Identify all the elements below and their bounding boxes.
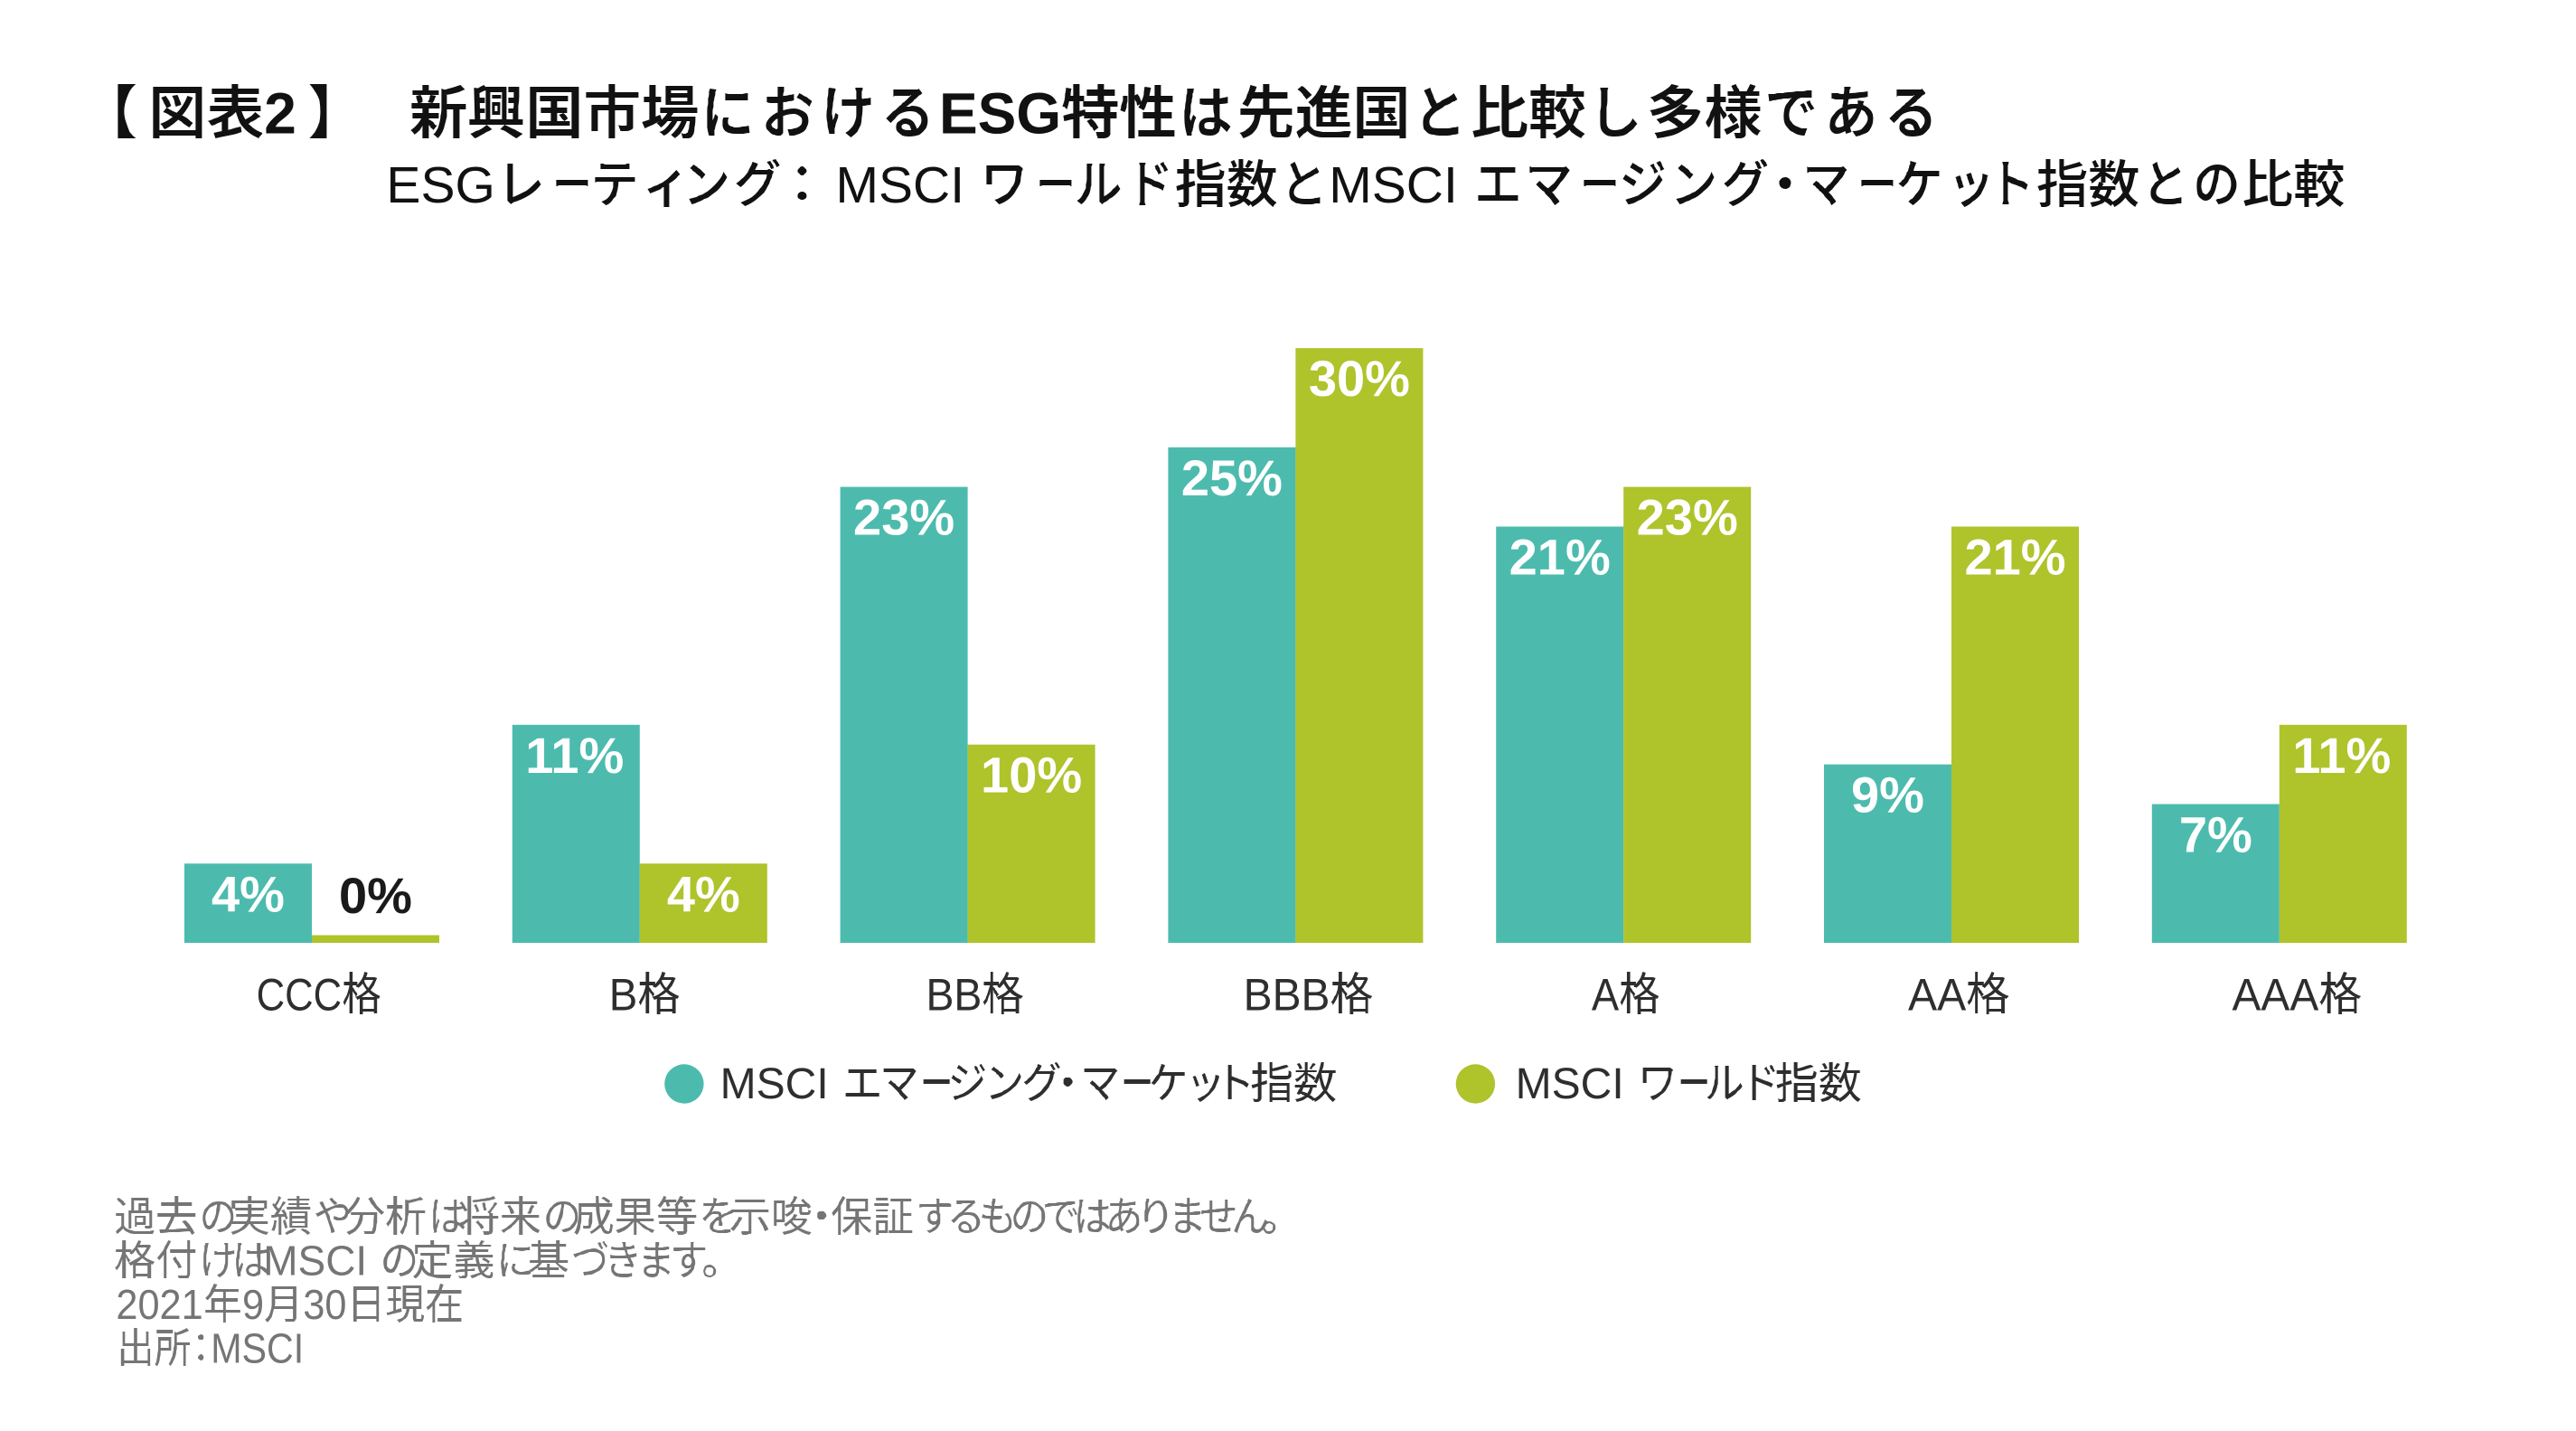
svg-text:4%: 4%	[667, 865, 740, 922]
svg-text:30: 30	[303, 1283, 346, 1328]
svg-text:21%: 21%	[1509, 529, 1611, 586]
svg-text:23%: 23%	[853, 489, 954, 546]
svg-text:30%: 30%	[1309, 350, 1410, 407]
svg-text:MSCI: MSCI	[822, 156, 979, 214]
svg-text:11%: 11%	[2292, 727, 2391, 784]
svg-text:BBB: BBB	[1244, 971, 1330, 1021]
svg-text:ESG: ESG	[939, 81, 1061, 146]
svg-text:2: 2	[264, 81, 296, 146]
svg-text:2021: 2021	[116, 1283, 202, 1328]
svg-text:MSCI: MSCI	[263, 1238, 379, 1285]
svg-text:A: A	[1592, 971, 1619, 1021]
svg-text:0%: 0%	[339, 867, 412, 924]
svg-text:AA: AA	[1908, 971, 1966, 1021]
svg-text:CCC: CCC	[257, 970, 342, 1020]
svg-text:7%: 7%	[2179, 806, 2252, 863]
svg-text:ESG: ESG	[386, 156, 494, 214]
svg-text:11%: 11%	[525, 727, 624, 784]
svg-text:9%: 9%	[1851, 767, 1924, 824]
svg-text:21%: 21%	[1964, 529, 2065, 586]
svg-text:AAA: AAA	[2233, 971, 2319, 1021]
svg-text:4%: 4%	[212, 865, 285, 922]
svg-text:MSCI: MSCI	[1329, 156, 1471, 214]
svg-text:MSCI: MSCI	[720, 1060, 841, 1108]
svg-text:MSCI: MSCI	[1516, 1060, 1636, 1108]
svg-text:23%: 23%	[1637, 489, 1738, 546]
svg-text:BB: BB	[926, 970, 982, 1021]
svg-text:MSCI: MSCI	[211, 1325, 304, 1372]
svg-text:9: 9	[242, 1283, 264, 1328]
svg-text:B: B	[609, 970, 638, 1020]
svg-text:25%: 25%	[1181, 449, 1283, 506]
svg-text:10%: 10%	[981, 747, 1082, 804]
